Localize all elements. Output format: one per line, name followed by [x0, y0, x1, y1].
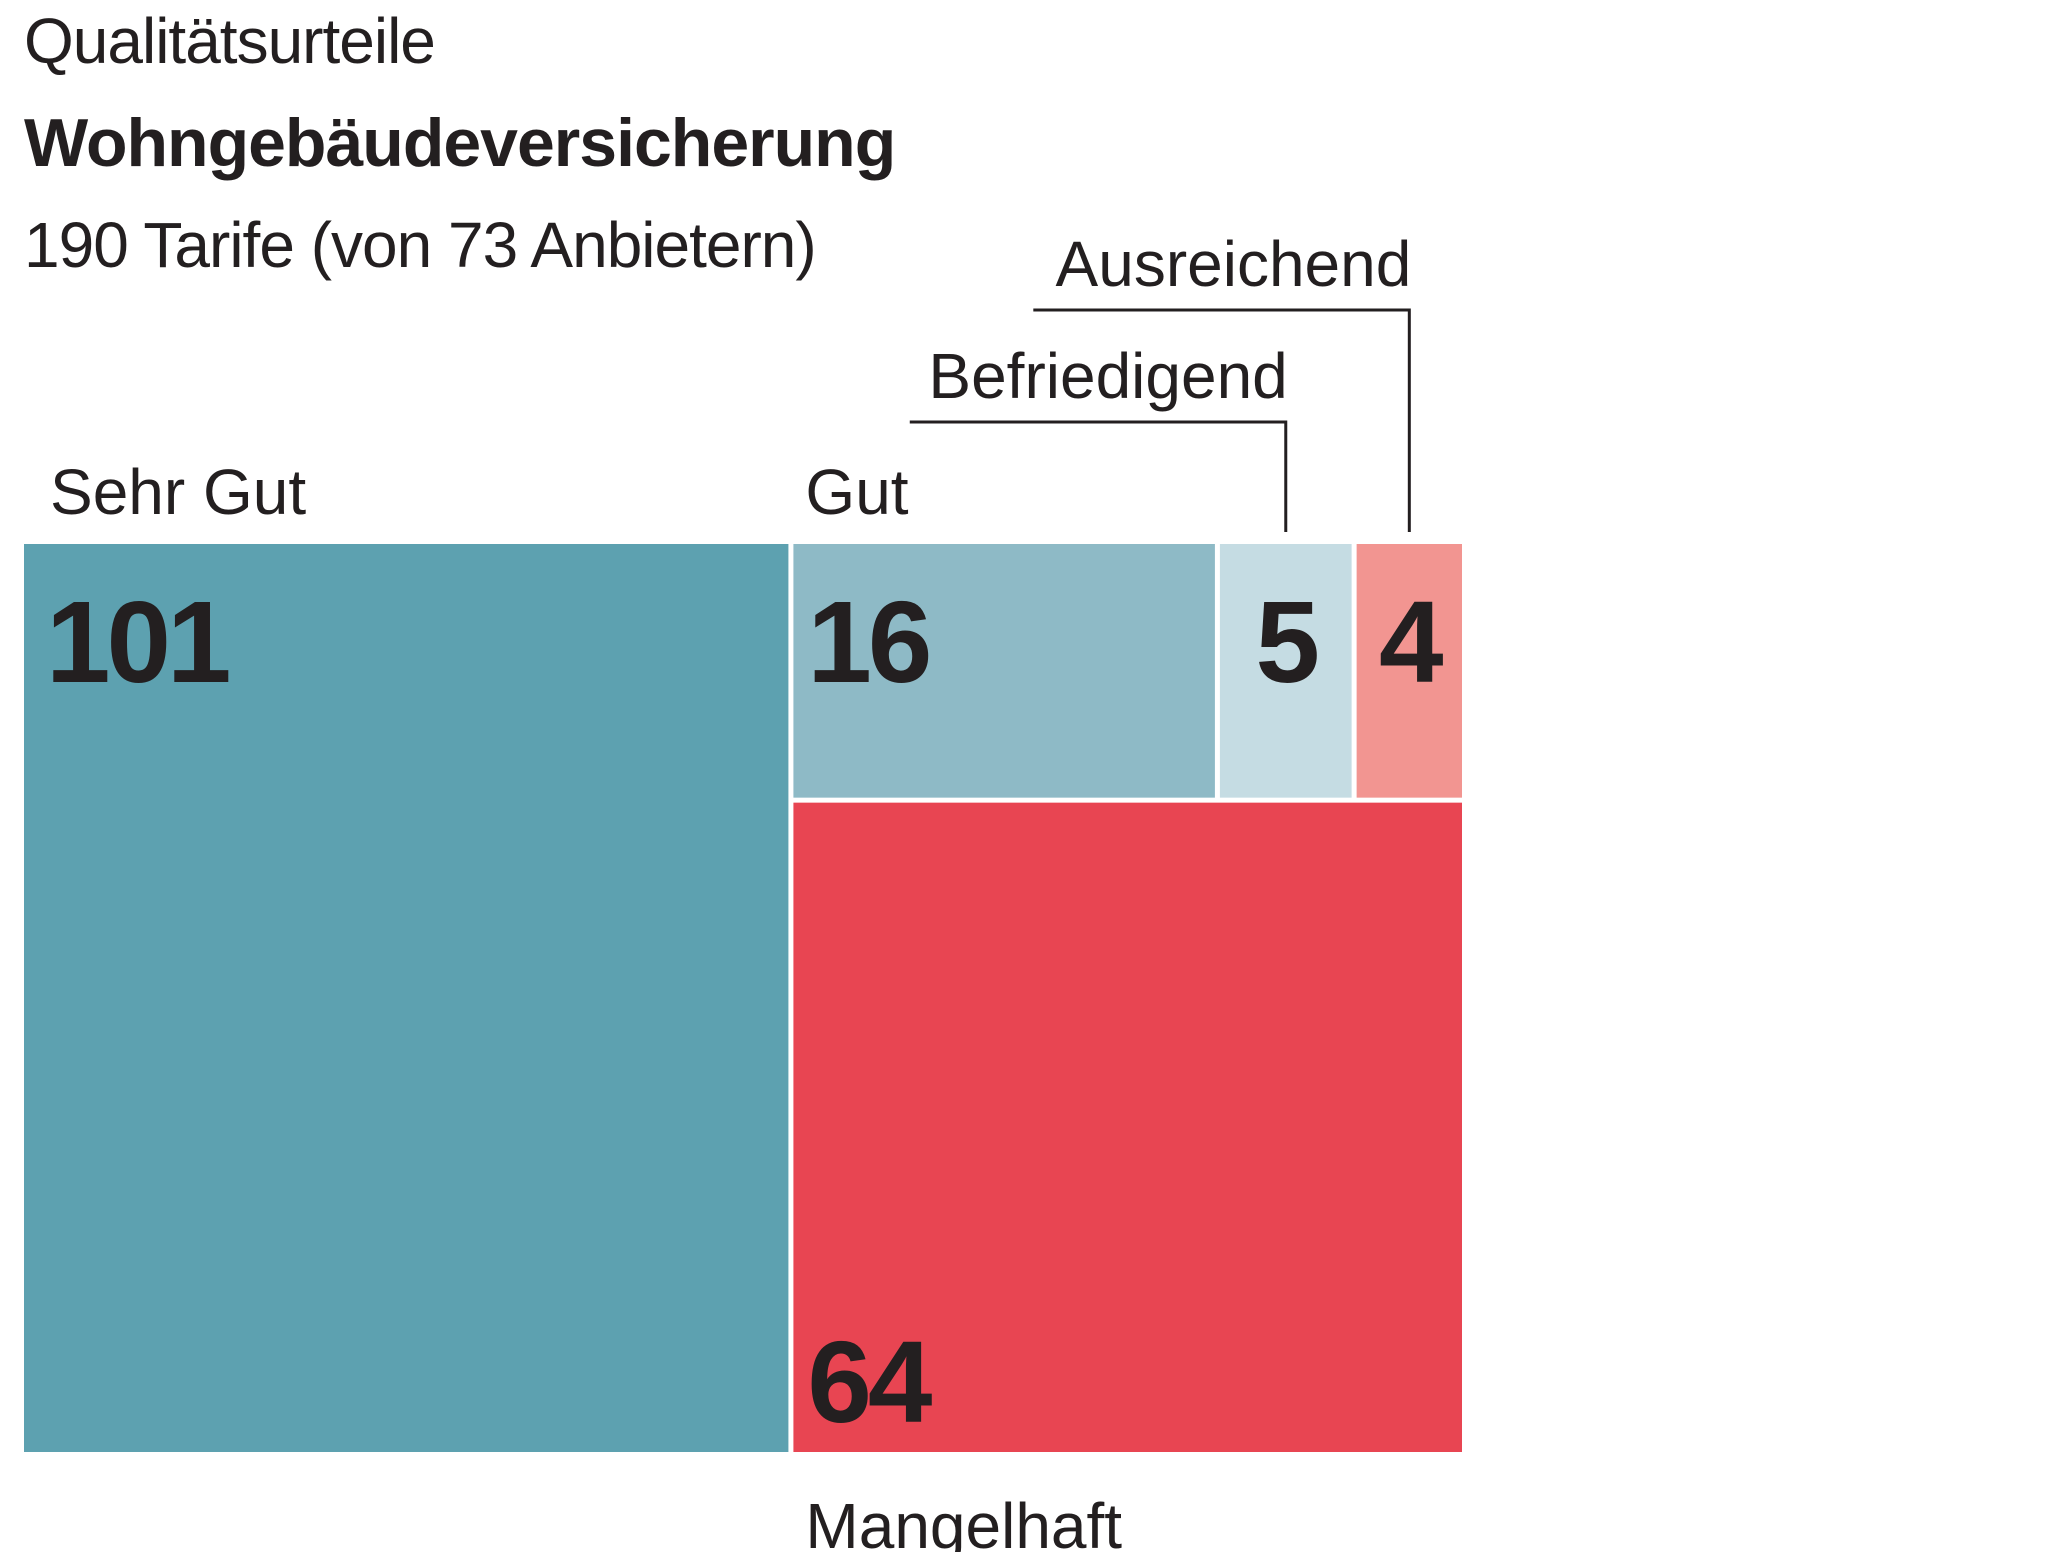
leader-line-ausreichend	[1033, 308, 1411, 532]
value-label-ausreichend: 4	[1379, 577, 1443, 707]
chart-title: Qualitätsurteile	[24, 5, 436, 77]
value-label-sehr-gut: 101	[46, 577, 229, 707]
leader-line-befriedigend	[909, 420, 1288, 532]
value-label-befriedigend: 5	[1256, 577, 1318, 707]
cell-ausreichend	[1356, 544, 1462, 798]
value-label-mangelhaft: 64	[807, 1317, 932, 1447]
category-label-gut: Gut	[805, 456, 908, 528]
cell-sehr-gut	[24, 544, 789, 1452]
cell-befriedigend	[1219, 544, 1352, 798]
chart-note: 190 Tarife (von 73 Anbietern)	[24, 209, 817, 281]
category-label-mangelhaft: Mangelhaft	[805, 1490, 1122, 1552]
category-label-befriedigend: Befriedigend	[928, 340, 1287, 412]
category-label-sehr-gut: Sehr Gut	[50, 456, 306, 528]
chart-subtitle: Wohngebäudeversicherung	[24, 105, 896, 181]
value-label-gut: 16	[807, 577, 929, 707]
category-label-ausreichend: Ausreichend	[1056, 228, 1412, 300]
cell-gut	[793, 544, 1215, 798]
cell-mangelhaft	[793, 802, 1462, 1452]
